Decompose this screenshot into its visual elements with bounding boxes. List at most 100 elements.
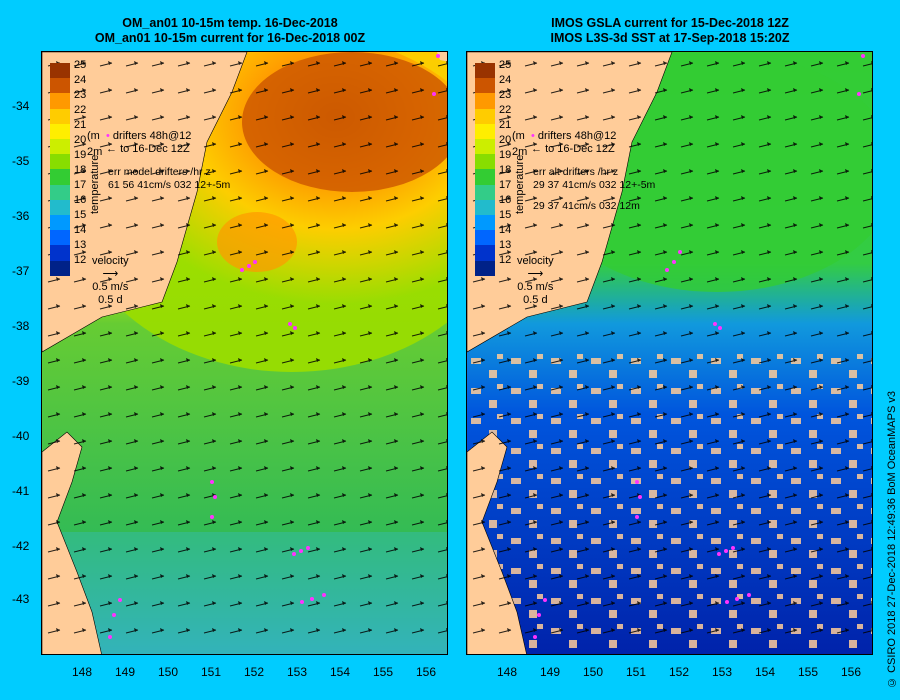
cb-label: 20 [74,134,87,146]
cb-label: 12 [74,254,87,266]
x-tick-label: 148 [497,665,518,679]
left-err-block: err model drifters /hr z 61 56 41cm/s 03… [108,166,230,192]
right-err-label: err alt drifters /hr z [533,166,619,178]
cb-label: 22 [74,104,87,116]
right-drifter-legend: • drifters 48h@12 ← to 16-Dec 12Z [531,130,616,156]
cb-label: 15 [74,209,87,221]
velocity-label: velocity [92,255,129,267]
y-tick-label: -36 [12,209,30,223]
right-title-line1: IMOS GSLA current for 15-Dec-2018 12Z [551,16,789,30]
right-legend-line1: drifters 48h@12 [537,130,617,142]
y-tick-label: -34 [12,99,30,113]
y-tick-label: -39 [12,374,30,388]
right-err-block: err alt drifters /hr z 29 37 41cm/s 032 … [533,166,655,213]
velocity-speed: 0.5 m/s [92,281,129,293]
left-fragment-2: 2m [87,146,103,158]
cb-label: 25 [499,59,512,71]
drifter-marker-icon: • [106,130,110,142]
x-tick-label: 149 [115,665,136,679]
right-err-values: 29 37 41cm/s 032 12+-5m [533,179,656,191]
cb-label: 17 [74,179,87,191]
y-tick-label: -35 [12,154,30,168]
cb-label: 19 [74,149,87,161]
left-legend-line1: drifters 48h@12 [112,130,192,142]
x-tick-label: 153 [712,665,733,679]
cb-label: 21 [74,119,87,131]
left-err-values: 61 56 41cm/s 032 12+-5m [108,179,231,191]
cb-label: 16 [74,194,87,206]
right-map-graphic [467,52,872,654]
credit-text: © CSIRO 2018 27-Dec-2018 12:49:36 BoM Oc… [886,391,898,688]
velocity-legend: velocity ⟶ 0.5 m/s 0.5 d [92,255,129,307]
left-drifter-legend: • drifters 48h@12 ← to 16-Dec 12Z [106,130,191,156]
cb-label: 23 [499,89,512,101]
left-legend-line2: to 16-Dec 12Z [120,143,190,155]
velocity-label: velocity [517,255,554,267]
x-tick-label: 154 [755,665,776,679]
velocity-time: 0.5 d [98,294,123,306]
y-tick-label: -40 [12,429,30,443]
x-tick-label: 154 [330,665,351,679]
velocity-arrow-icon: ⟶ [102,268,119,280]
y-tick-label: -43 [12,592,30,606]
left-title: OM_an01 10-15m temp. 16-Dec-2018 OM_an01… [20,16,440,46]
left-title-line2: OM_an01 10-15m current for 16-Dec-2018 0… [94,31,366,45]
cb-label: 22 [499,104,512,116]
cb-label: 15 [499,209,512,221]
y-tick-label: -41 [12,484,30,498]
left-title-line1: OM_an01 10-15m temp. 16-Dec-2018 [122,16,338,30]
cb-label: 12 [499,254,512,266]
cb-label: 16 [499,194,512,206]
velocity-speed: 0.5 m/s [517,281,554,293]
y-tick-label: -37 [12,264,30,278]
right-title: IMOS GSLA current for 15-Dec-2018 12Z IM… [460,16,880,46]
cb-label: 18 [74,164,87,176]
left-map-graphic [42,52,447,654]
cb-label: 21 [499,119,512,131]
cb-label: 14 [74,224,87,236]
cb-label: 24 [74,74,87,86]
x-tick-label: 156 [416,665,437,679]
x-tick-label: 155 [373,665,394,679]
cb-label: 18 [499,164,512,176]
x-tick-label: 155 [798,665,819,679]
x-tick-label: 153 [287,665,308,679]
left-err-label: err model drifters /hr z [108,166,211,178]
x-tick-label: 150 [158,665,179,679]
drifter-marker-icon: • [531,130,535,142]
right-map-panel: 25 24 23 22 21 20 19 18 17 16 15 14 13 1… [466,51,873,655]
cb-label: 23 [74,89,87,101]
x-tick-label: 156 [841,665,862,679]
left-colorbar [50,63,70,276]
colorbar-title: temperature [514,154,526,214]
velocity-time: 0.5 d [523,294,548,306]
cb-label: 20 [499,134,512,146]
y-tick-label: -42 [12,539,30,553]
x-tick-label: 148 [72,665,93,679]
right-legend-line2: to 16-Dec 12Z [545,143,615,155]
y-tick-label: -38 [12,319,30,333]
cb-label: 25 [74,59,87,71]
x-tick-label: 152 [669,665,690,679]
x-tick-label: 151 [201,665,222,679]
right-colorbar [475,63,495,276]
cb-label: 13 [499,239,512,251]
right-err-values-2: 29 37 41cm/s 032 12m [533,200,640,212]
cb-label: 24 [499,74,512,86]
left-map-panel: 25 24 23 22 21 20 19 18 17 16 15 14 13 1… [41,51,448,655]
x-tick-label: 151 [626,665,647,679]
right-fragment-1: (m [512,130,525,142]
x-tick-label: 152 [244,665,265,679]
cb-label: 17 [499,179,512,191]
right-title-line2: IMOS L3S-3d SST at 17-Sep-2018 15:20Z [550,31,790,45]
x-tick-label: 150 [583,665,604,679]
cb-label: 13 [74,239,87,251]
drifter-arrow-icon: ← [531,143,542,155]
colorbar-title: temperature [89,154,101,214]
velocity-legend-right: velocity ⟶ 0.5 m/s 0.5 d [517,255,554,307]
cb-label: 19 [499,149,512,161]
x-tick-label: 149 [540,665,561,679]
right-fragment-2: 2m [512,146,528,158]
cb-label: 14 [499,224,512,236]
drifter-arrow-icon: ← [106,143,117,155]
